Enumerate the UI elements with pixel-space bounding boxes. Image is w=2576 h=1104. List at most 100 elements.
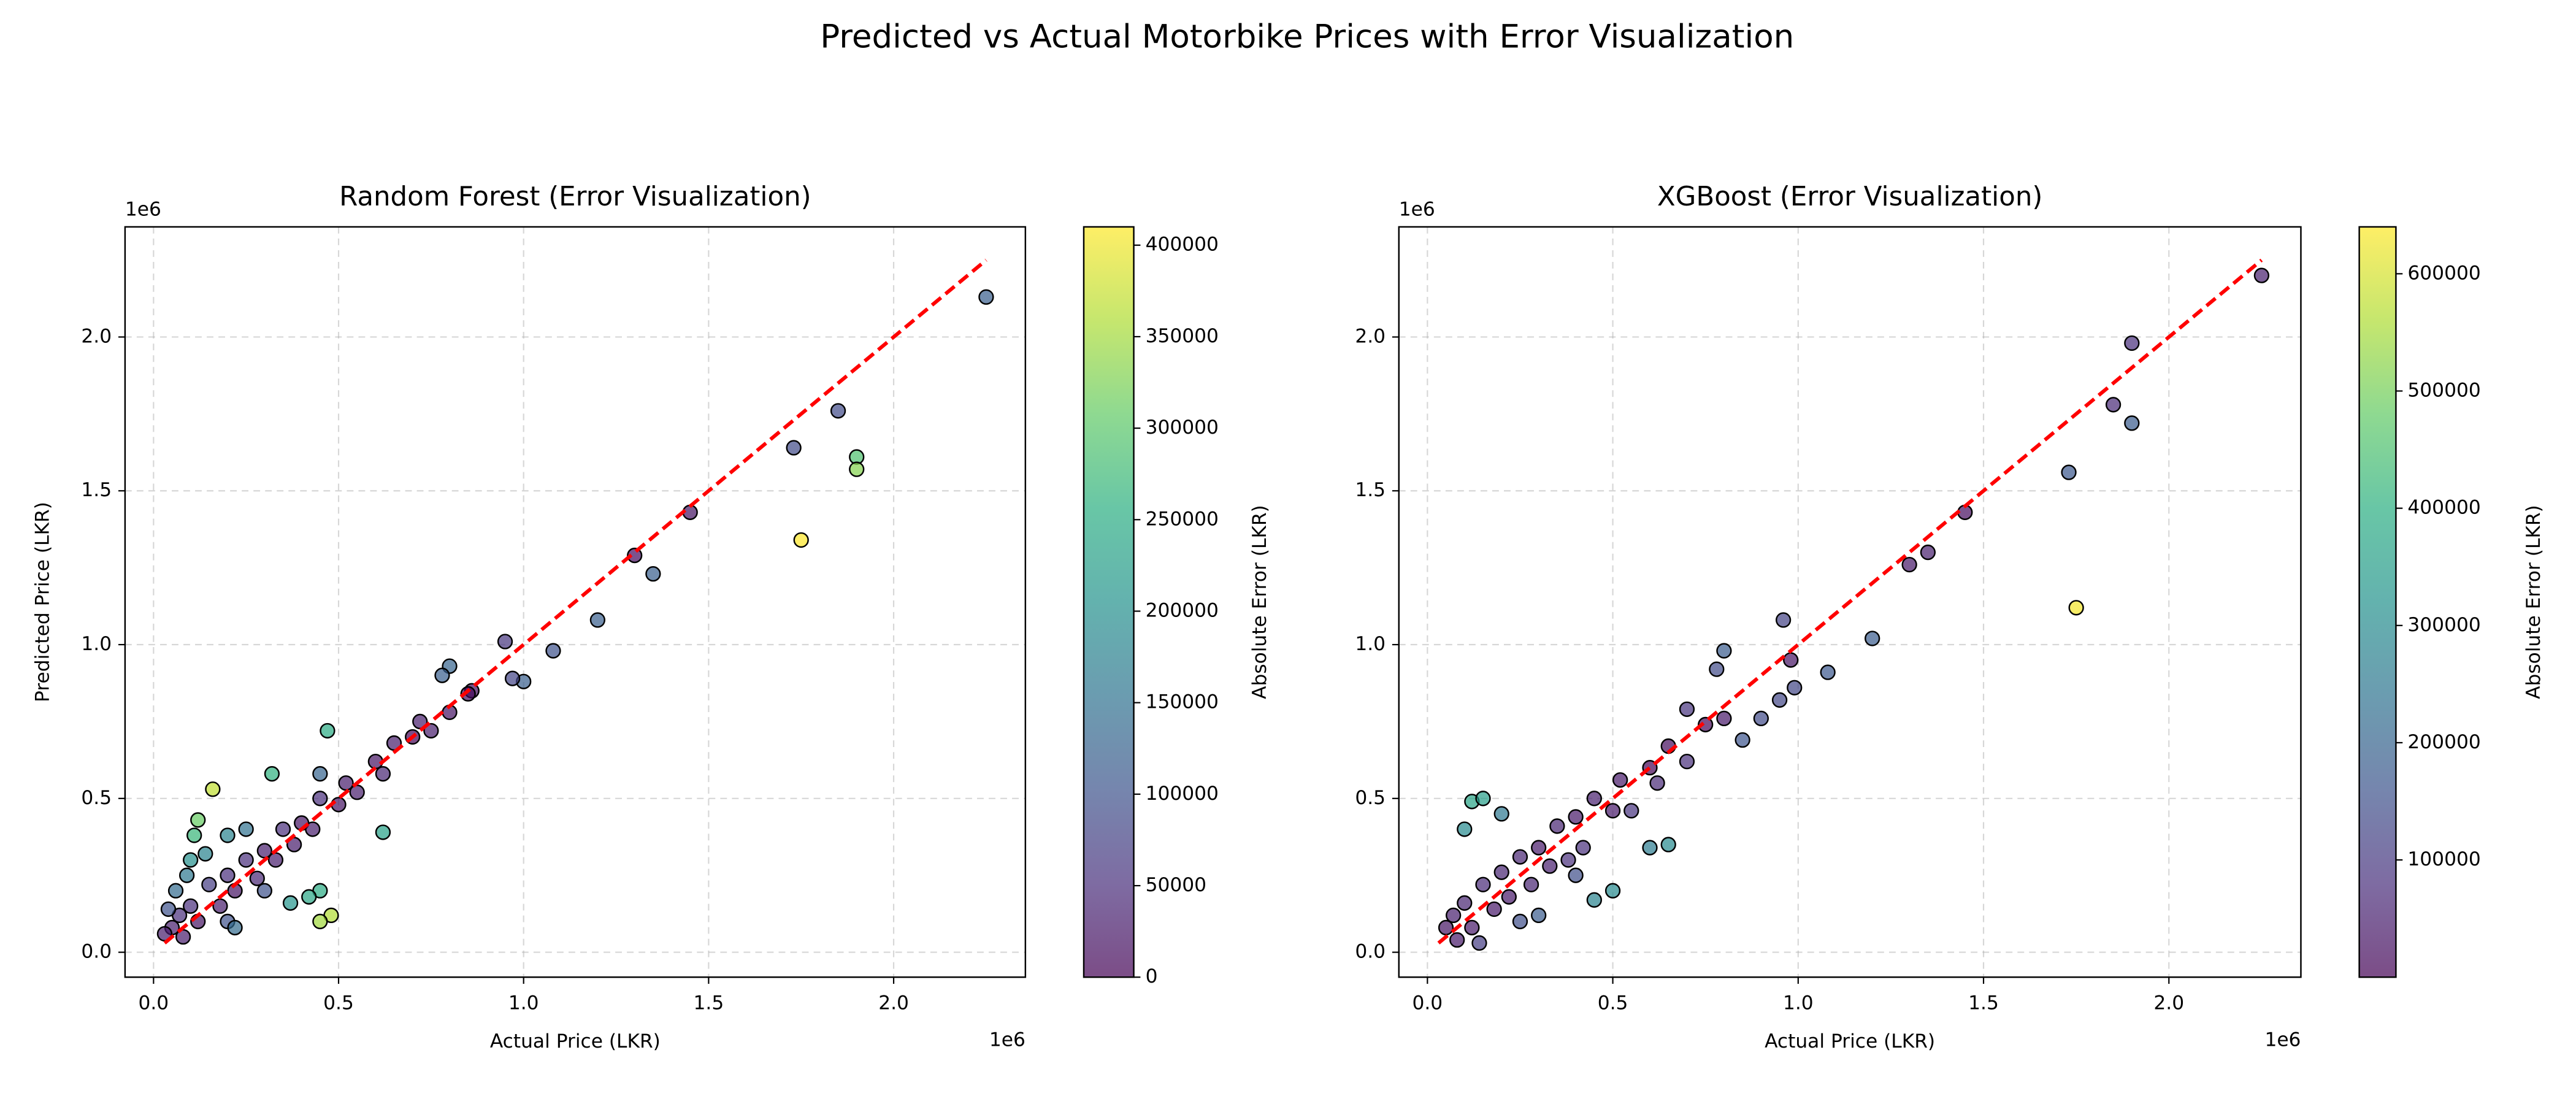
y-tick-label: 0.5	[1355, 787, 1386, 809]
y-tick-label: 0.5	[81, 787, 112, 809]
x-tick-label: 0.0	[1412, 992, 1443, 1014]
scatter-point	[160, 901, 177, 918]
scatter-point	[1560, 852, 1576, 868]
colorbar	[1083, 226, 1135, 978]
scatter-point	[1501, 889, 1517, 905]
scatter-point	[2068, 600, 2084, 616]
x-tick-label: 0.5	[1598, 992, 1628, 1014]
scatter-point	[1493, 806, 1509, 822]
scatter-point	[1512, 913, 1528, 930]
colorbar-tick-label: 500000	[2407, 380, 2480, 402]
scatter-point	[434, 667, 450, 683]
scatter-point	[186, 827, 202, 843]
scatter-point	[197, 846, 213, 862]
scatter-point	[375, 766, 391, 782]
scatter-point	[1735, 732, 1750, 748]
scatter-point	[349, 784, 365, 800]
y-tick-label: 1.5	[1355, 479, 1386, 501]
x-axis-label: Actual Price (LKR)	[490, 1030, 661, 1052]
scatter-point	[849, 461, 865, 477]
scatter-point	[282, 895, 299, 911]
scatter-point	[978, 289, 994, 305]
scatter-point	[1604, 803, 1621, 819]
scatter-point	[786, 440, 802, 456]
subplot: 0.0 0.5 1.0 1.5 2.0 0.0 0.5 1.0 1.5 2.0 Actual Pri…	[32, 199, 1271, 1053]
y-tick-label: 2.0	[1355, 325, 1386, 347]
scatter-point	[190, 812, 206, 828]
scatter-point	[1449, 932, 1465, 948]
scatter-point	[497, 634, 513, 650]
scatter-point	[2253, 267, 2270, 283]
scatter-point	[201, 876, 217, 892]
scatter-point	[1753, 710, 1769, 727]
scatter-point	[2061, 464, 2077, 480]
subplot: 0.0 0.5 1.0 1.5 2.0 0.0 0.5 1.0 1.5 2.0 Actual Pri…	[1355, 199, 2545, 1053]
reference-line	[163, 258, 987, 945]
scatter-point	[1568, 867, 1584, 883]
scatter-point	[1523, 876, 1539, 892]
scatter-point	[1486, 901, 1502, 918]
scatter-point	[301, 889, 317, 905]
scatter-point	[1901, 556, 1917, 573]
figure-title: Predicted vs Actual Motorbike Prices wit…	[820, 18, 1794, 55]
scatter-point	[1464, 919, 1480, 936]
scatter-point	[220, 867, 236, 883]
scatter-point	[1679, 753, 1695, 770]
colorbar-tick-label: 400000	[1146, 234, 1219, 256]
scatter-point	[238, 821, 254, 837]
scatter-point	[312, 791, 328, 807]
scatter-point	[1531, 840, 1547, 856]
scatter-point	[167, 883, 184, 899]
scatter-point	[205, 781, 221, 797]
scatter-point	[504, 670, 521, 686]
axes-frame	[1398, 226, 2302, 978]
scatter-point	[312, 766, 328, 782]
plot-area	[156, 258, 994, 945]
colorbar-label: Absolute Error (LKR)	[2523, 505, 2545, 699]
scatter-point	[1920, 544, 1936, 561]
scatter-point	[227, 919, 243, 936]
plot-area	[1437, 258, 2270, 951]
scatter-point	[1716, 643, 1732, 659]
scatter-point	[275, 821, 291, 837]
scatter-point	[1623, 803, 1639, 819]
x-tick-label: 1.0	[508, 992, 539, 1014]
scatter-point	[1586, 791, 1602, 807]
colorbar-tick-label: 0	[1146, 965, 1158, 987]
scatter-point	[1775, 612, 1792, 628]
scatter-point	[1457, 821, 1473, 837]
scatter-point	[1716, 710, 1732, 727]
y-tick-label: 1.0	[1355, 633, 1386, 655]
scatter-point	[1493, 864, 1509, 880]
colorbar-tick-label: 300000	[2407, 614, 2480, 636]
scatter-point	[179, 867, 195, 883]
scatter-point	[2105, 397, 2122, 413]
scatter-point	[1471, 935, 1487, 951]
scatter-point	[793, 532, 809, 548]
scatter-point	[1660, 837, 1676, 853]
scatter-point	[645, 566, 661, 582]
y-offset-label: 1e6	[1399, 199, 1435, 221]
scatter-point	[830, 403, 846, 419]
scatter-point	[238, 852, 254, 868]
scatter-point	[1586, 892, 1602, 908]
scatter-point	[256, 883, 272, 899]
scatter-point	[1568, 809, 1584, 825]
y-tick-label: 1.0	[81, 633, 112, 655]
x-tick-label: 1.5	[1968, 992, 1999, 1014]
scatter-point	[1542, 858, 1558, 874]
scatter-point	[264, 766, 280, 782]
scatter-point	[1604, 883, 1621, 899]
x-tick-label: 2.0	[2153, 992, 2184, 1014]
scatter-point	[1549, 818, 1565, 834]
scatter-point	[1679, 701, 1695, 717]
x-tick-label: 1.5	[694, 992, 724, 1014]
scatter-point	[2124, 415, 2140, 431]
scatter-point	[1475, 791, 1491, 807]
scatter-point	[212, 898, 228, 914]
scatter-point	[1820, 664, 1836, 680]
x-tick-label: 0.0	[138, 992, 169, 1014]
scatter-point	[460, 686, 476, 702]
scatter-point	[1512, 849, 1528, 865]
